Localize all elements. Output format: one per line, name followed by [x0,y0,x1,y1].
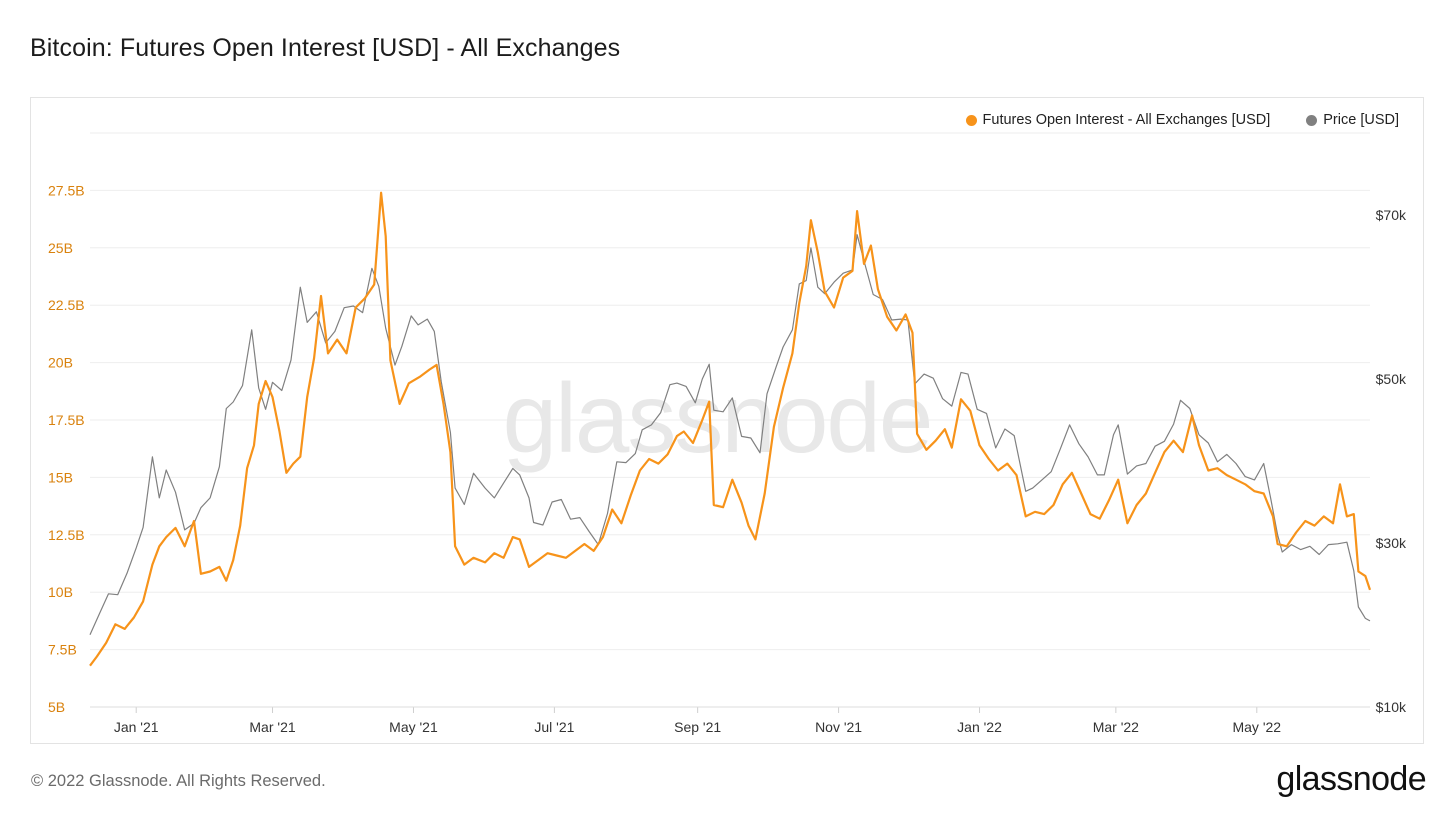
glassnode-logo: glassnode [1276,760,1426,798]
chart-panel: Futures Open Interest - All Exchanges [U… [30,97,1424,744]
x-tick-label: May '21 [389,719,438,735]
y-right-tick-label: $10k [1376,699,1407,715]
y-left-tick-label: 27.5B [48,182,85,198]
legend-dot-price [1306,114,1318,126]
x-tick-label: Nov '21 [815,719,862,735]
y-left-tick-label: 25B [48,240,73,256]
x-tick-label: Mar '21 [249,719,295,735]
y-left-tick-label: 20B [48,355,73,371]
x-tick-label: Mar '22 [1093,719,1139,735]
legend-label-open-interest: Futures Open Interest - All Exchanges [U… [982,112,1271,128]
y-left-tick-label: 7.5B [48,642,77,658]
legend: Futures Open Interest - All Exchanges [U… [965,112,1399,128]
copyright-text: © 2022 Glassnode. All Rights Reserved. [31,772,326,790]
legend-item-price[interactable]: Price [USD] [1306,112,1399,128]
x-tick-label: May '22 [1232,719,1281,735]
y-left-tick-label: 17.5B [48,412,85,428]
chart-title: Bitcoin: Futures Open Interest [USD] - A… [30,34,621,62]
y-left-tick-label: 15B [48,469,73,485]
open-interest-series-line [89,191,1372,667]
legend-item-open-interest[interactable]: Futures Open Interest - All Exchanges [U… [965,112,1271,128]
price-series-line [89,234,1371,636]
y-left-tick-label: 22.5B [48,297,85,313]
legend-dot-open-interest [965,114,977,126]
x-tick-label: Jan '21 [114,719,159,735]
y-right-tick-label: $30k [1376,535,1407,551]
x-tick-label: Jan '22 [957,719,1002,735]
y-right-tick-label: $70k [1376,207,1407,223]
legend-label-price: Price [USD] [1323,112,1399,128]
x-tick-label: Sep '21 [674,719,721,735]
y-left-tick-label: 5B [48,699,65,715]
x-tick-label: Jul '21 [534,719,574,735]
y-right-tick-label: $50k [1376,371,1407,387]
y-left-tick-label: 10B [48,584,73,600]
watermark-text: glassnode [503,363,932,473]
y-left-tick-label: 12.5B [48,527,85,543]
